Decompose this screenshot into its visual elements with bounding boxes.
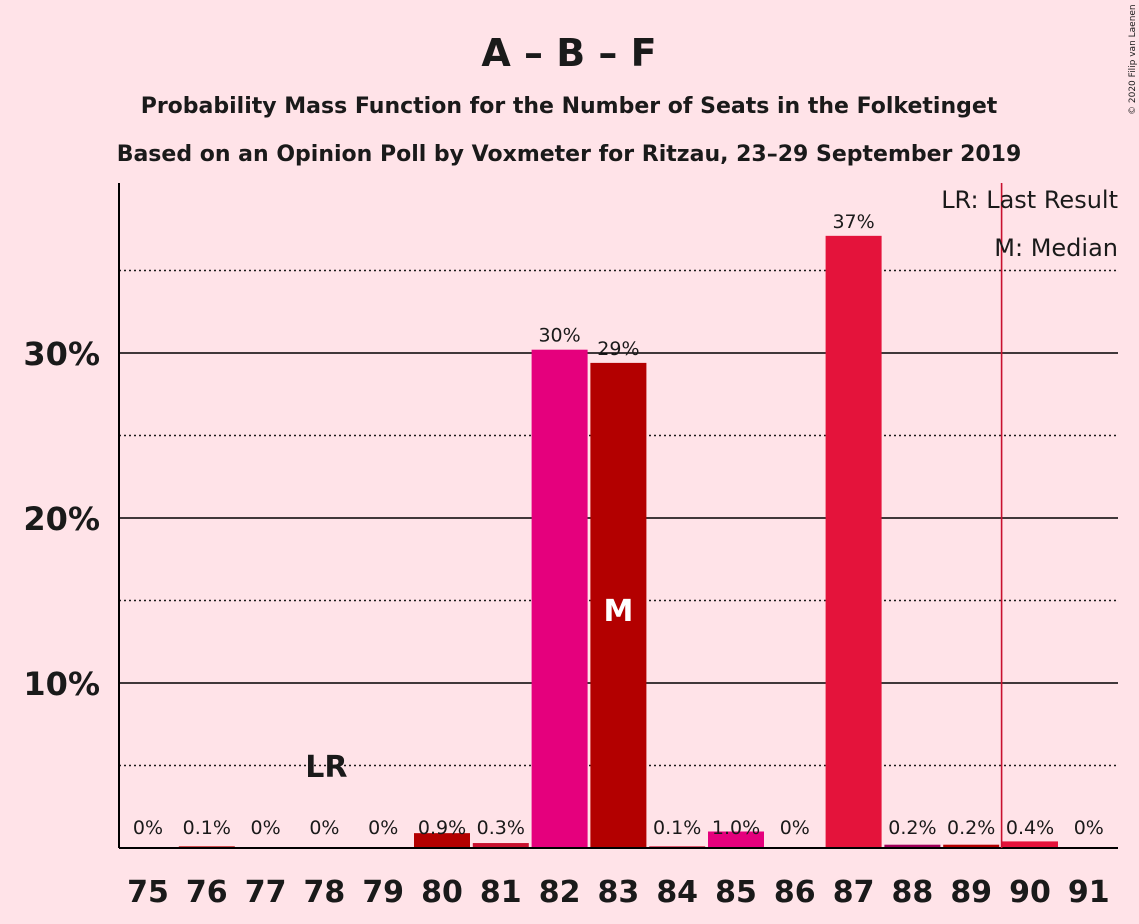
data-label: 0.2%	[888, 817, 936, 839]
data-label: 37%	[832, 211, 874, 233]
chart-subtitle: Probability Mass Function for the Number…	[141, 94, 998, 119]
x-axis-ticks: 75 76 77 78 79 80 81 82 83 84 85 86 87 88 89 90 91	[127, 875, 1110, 910]
last-result-marker: LR	[305, 750, 347, 785]
chart-source-line: Based on an Opinion Poll by Voxmeter for…	[117, 142, 1022, 167]
data-label: 0%	[251, 817, 281, 839]
bar-88	[884, 844, 941, 848]
bar-82	[531, 349, 588, 848]
x-tick-label: 83	[598, 875, 640, 910]
data-label: 0.1%	[653, 817, 701, 839]
x-tick-label: 84	[656, 875, 698, 910]
data-label: 0.1%	[183, 817, 231, 839]
data-label: 30%	[538, 325, 580, 347]
median-marker: M	[603, 594, 633, 629]
x-tick-label: 82	[539, 875, 581, 910]
data-label: 0.4%	[1006, 817, 1054, 839]
copyright-text: © 2020 Filip van Laenen	[1128, 4, 1138, 115]
x-tick-label: 87	[833, 875, 875, 910]
x-tick-label: 75	[127, 875, 169, 910]
bar-85	[708, 831, 764, 848]
bar-90	[1002, 841, 1058, 848]
x-tick-label: 81	[480, 875, 522, 910]
data-label: 0.3%	[477, 817, 525, 839]
data-label: 0.9%	[418, 817, 466, 839]
y-tick-label: 20%	[23, 500, 100, 538]
legend-last-result: LR: Last Result	[941, 186, 1118, 214]
bar-80	[414, 833, 470, 848]
x-tick-label: 91	[1068, 875, 1110, 910]
x-tick-label: 85	[715, 875, 757, 910]
legend-median: M: Median	[994, 234, 1118, 262]
bar-81	[472, 843, 529, 848]
bar-83	[590, 362, 647, 848]
bar-89	[943, 844, 1000, 848]
x-tick-label: 78	[304, 875, 346, 910]
bars	[178, 235, 1058, 849]
x-tick-label: 76	[186, 875, 228, 910]
data-label: 1.0%	[712, 817, 760, 839]
data-label: 0.2%	[947, 817, 995, 839]
y-axis-ticks: 10% 20% 30%	[23, 335, 100, 703]
data-label: 29%	[597, 338, 639, 360]
chart-title: A – B – F	[481, 31, 656, 75]
data-label: 0%	[309, 817, 339, 839]
y-tick-label: 30%	[23, 335, 100, 373]
x-tick-label: 80	[421, 875, 463, 910]
x-tick-label: 90	[1009, 875, 1051, 910]
data-label: 0%	[780, 817, 810, 839]
y-tick-label: 10%	[23, 665, 100, 703]
data-label: 0%	[1074, 817, 1104, 839]
x-tick-label: 79	[362, 875, 404, 910]
bar-87	[825, 235, 882, 849]
data-label: 0%	[368, 817, 398, 839]
x-tick-label: 88	[892, 875, 934, 910]
data-label: 0%	[133, 817, 163, 839]
x-tick-label: 86	[774, 875, 816, 910]
gridlines	[119, 269, 1118, 767]
x-tick-label: 89	[950, 875, 992, 910]
data-labels: 0% 0.1% 0% 0% 0% 0.9% 0.3% 30% 29% 0.1% 1.0% 0% 37% 0…	[133, 211, 1104, 839]
x-tick-label: 77	[245, 875, 287, 910]
